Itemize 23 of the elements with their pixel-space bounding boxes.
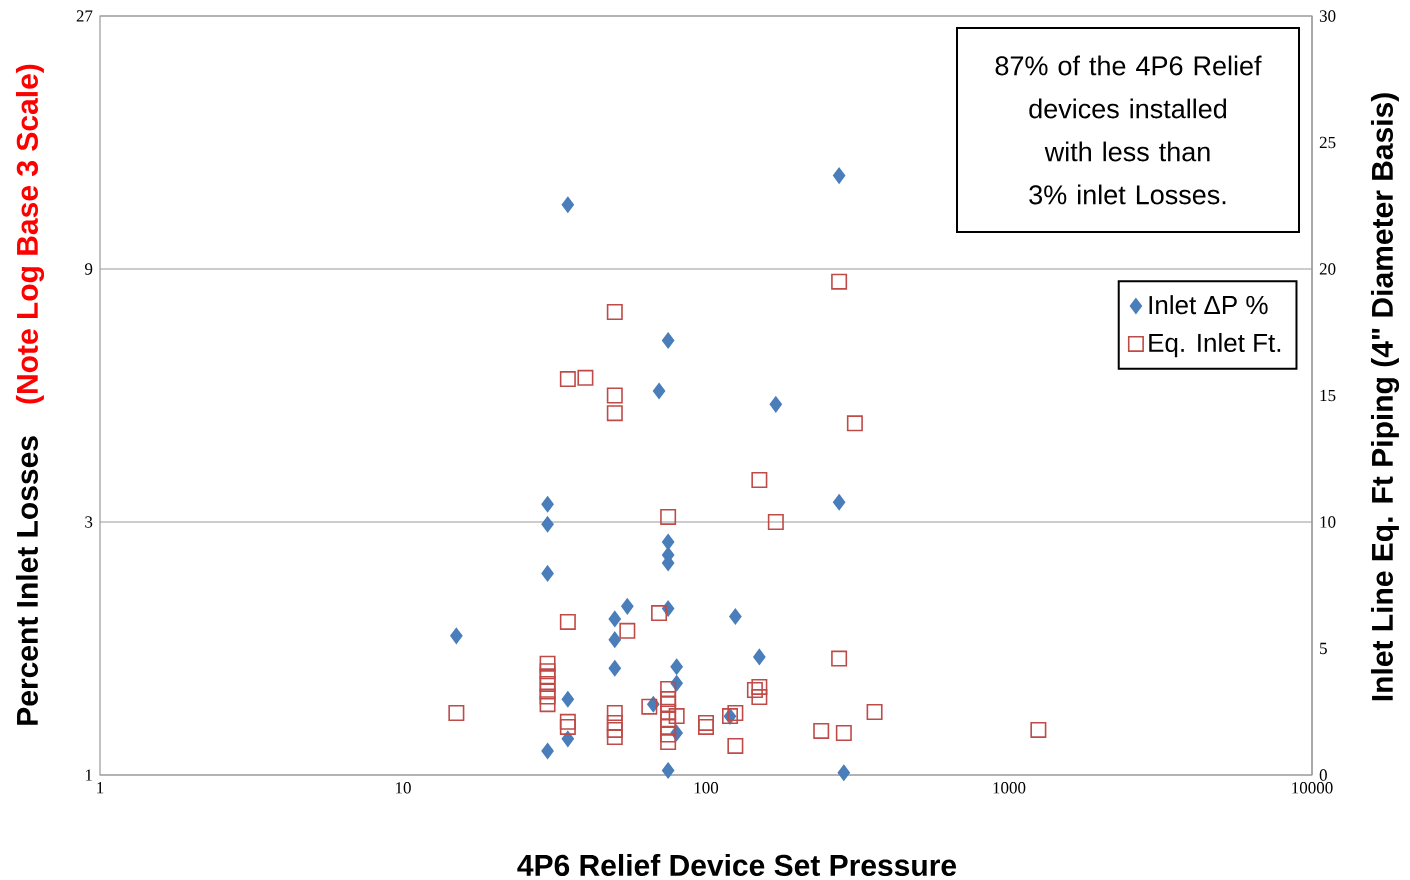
x-tick-label: 10000 bbox=[1292, 782, 1333, 794]
y2-tick-label: 0 bbox=[1319, 769, 1327, 781]
y-tick-label: 3 bbox=[85, 516, 93, 528]
x-tick-label: 10 bbox=[396, 782, 411, 794]
y2-tick-label: 30 bbox=[1319, 10, 1336, 22]
text: (Note Log Base 3 Scale) bbox=[15, 64, 45, 404]
y-axis-title: Percent Inlet Losses bbox=[15, 436, 38, 725]
legend-label: Eq. Inlet Ft. bbox=[1149, 332, 1281, 358]
y2-tick-label: 25 bbox=[1319, 136, 1336, 149]
x-axis-title: 4P6 Relief Device Set Pressure bbox=[517, 853, 957, 876]
y2-tick-label: 15 bbox=[1320, 389, 1336, 402]
y2-axis-title: Inlet Line Eq. Ft Piping (4" Diameter Basis) bbox=[1370, 93, 1400, 701]
y-tick-label: 9 bbox=[84, 263, 93, 275]
x-tick-label: 1 bbox=[97, 782, 104, 794]
legend-label: Inlet ΔP % bbox=[1149, 295, 1268, 315]
x-tick-label: 100 bbox=[694, 782, 719, 794]
y-tick-label: 27 bbox=[76, 10, 93, 22]
y-tick-label: 1 bbox=[85, 769, 92, 781]
x-tick-label: 1000 bbox=[993, 782, 1026, 794]
y2-tick-label: 20 bbox=[1319, 263, 1336, 275]
annotation: 87% of the 4P6 Relief devices installed with less than 3% inlet Losses. bbox=[995, 55, 1262, 205]
y2-tick-label: 5 bbox=[1320, 642, 1327, 655]
y2-tick-label: 10 bbox=[1320, 516, 1336, 528]
